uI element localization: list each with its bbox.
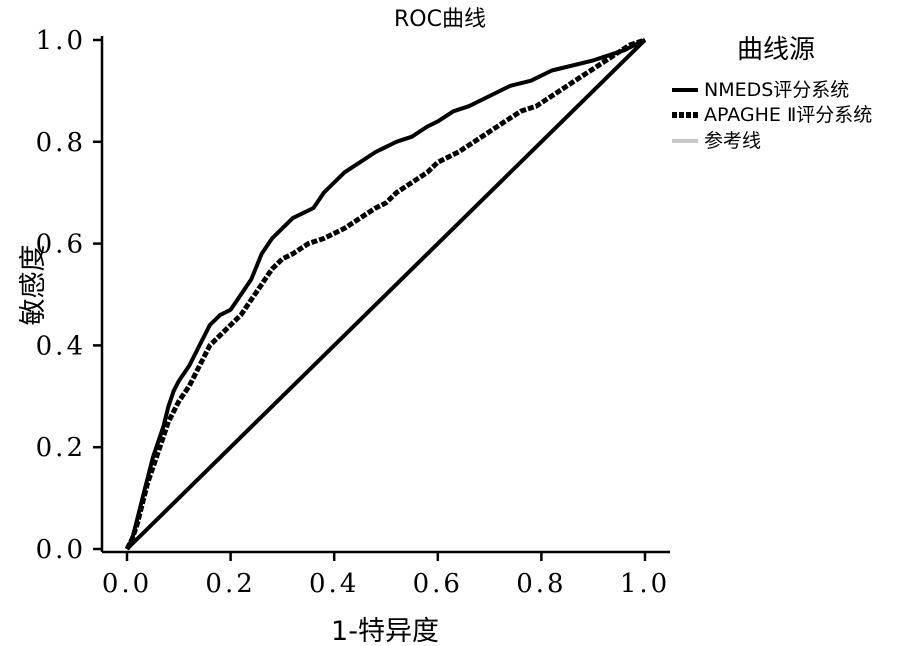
legend-label-apache: APAGHE Ⅱ评分系统 [704,104,872,126]
legend-entry-apache: APAGHE Ⅱ评分系统 [672,104,872,126]
y-tick-label: 0.4 [36,331,86,361]
chart-title: ROC曲线 [394,7,486,32]
y-axis-ticks: 0.0 0.2 0.4 0.6 0.8 1.0 [36,26,102,565]
legend-label-reference: 参考线 [704,130,761,152]
x-axis-ticks: 0.0 0.2 0.4 0.6 0.8 1.0 [102,552,670,599]
x-tick-label: 0.0 [102,569,152,599]
reference-line [125,38,647,551]
y-tick-label: 0.8 [36,128,86,158]
x-tick-label: 0.8 [516,569,566,599]
legend-entry-nmeds: NMEDS评分系统 [672,79,849,101]
x-tick-label: 0.4 [309,569,359,599]
x-axis-label: 1-特异度 [331,616,439,646]
y-tick-label: 0.6 [36,230,86,260]
x-tick-label: 0.6 [413,569,463,599]
apache-curve [124,37,646,551]
legend-title: 曲线源 [737,35,815,65]
legend-label-nmeds: NMEDS评分系统 [704,79,849,101]
legend-entry-reference: 参考线 [672,130,761,152]
legend: 曲线源 NMEDS评分系统 APAGHE Ⅱ评分系统 参考线 [672,35,872,152]
series-layer [124,37,647,551]
x-tick-label: 1.0 [620,569,670,599]
plot-area: 0.0 0.2 0.4 0.6 0.8 1.0 0.0 0.2 0.4 0.6 0.8 1.0 [36,26,670,599]
y-tick-label: 0.0 [36,535,86,565]
y-axis-label: 敏感度 [18,245,49,326]
y-tick-label: 1.0 [36,26,86,56]
y-tick-label: 0.2 [36,433,86,463]
x-tick-label: 0.2 [205,569,255,599]
nmeds-curve [125,38,646,550]
